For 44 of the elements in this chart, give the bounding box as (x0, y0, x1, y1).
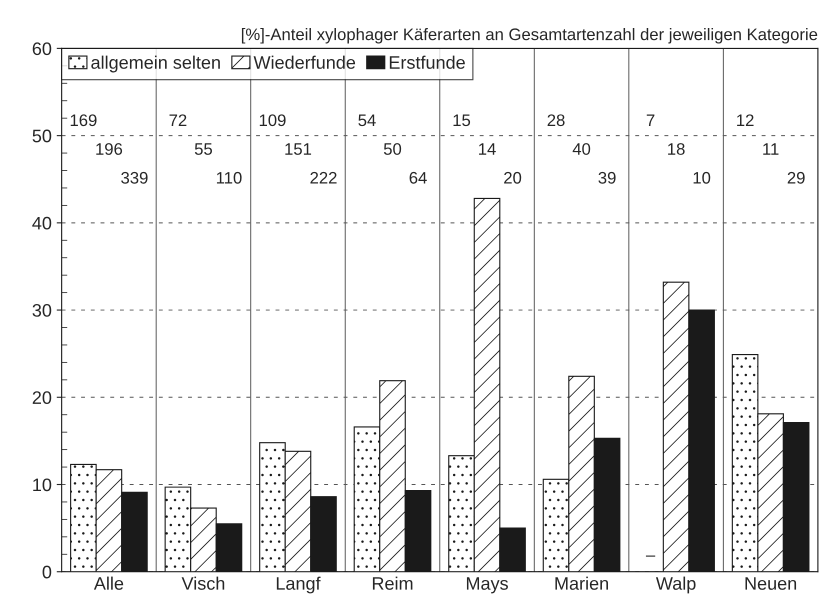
annotation: – (646, 556, 656, 557)
annotation: 109 (260, 114, 286, 126)
annotation: 196 (96, 143, 122, 155)
annotation: 12 (737, 114, 754, 126)
annotation: 28 (548, 114, 565, 126)
annotation: 40 (572, 143, 590, 155)
x-tick-label: Neuen (746, 577, 796, 590)
annotation: 20 (504, 172, 522, 184)
annotation: 7 (646, 114, 654, 126)
annotation: 222 (310, 172, 337, 184)
annotation: 55 (194, 143, 212, 155)
annotation: 29 (788, 172, 805, 184)
annotation: 10 (694, 172, 710, 184)
annotation: 50 (384, 143, 402, 155)
x-tick-label: Reim (372, 576, 412, 590)
x-tick-label: Walp (656, 576, 696, 594)
y-tick-label: 10 (33, 478, 52, 492)
y-tick-label: 40 (32, 216, 52, 230)
x-tick-label: Alle (94, 576, 124, 590)
y-tick-label: 0 (42, 566, 52, 578)
x-tick-label: Langf (276, 576, 321, 594)
annotation: 64 (410, 172, 427, 184)
y-tick-label: 30 (32, 304, 52, 317)
annotation: 54 (358, 114, 376, 126)
annotation: 339 (121, 172, 148, 184)
annotation: 151 (285, 143, 312, 155)
legend-label: Erstfunde (390, 56, 465, 69)
y-tick-label: 60 (32, 42, 52, 56)
x-tick-label: Mays (466, 577, 508, 594)
annotation: 18 (668, 143, 685, 155)
y-tick-label: 50 (32, 130, 52, 142)
annotation: 110 (216, 172, 242, 184)
annotation: 14 (479, 143, 496, 155)
y-tick-label: 20 (32, 391, 52, 404)
annotation: 39 (598, 172, 616, 184)
legend-label: Wiederfunde (254, 56, 356, 69)
annotation: 11 (763, 143, 778, 155)
annotation: 72 (170, 114, 186, 126)
annotation: 15 (454, 114, 470, 126)
annotation: 169 (70, 114, 97, 126)
chart-title: [%]-Anteil xylophager Käferarten an Gesamtartenzahl der jeweiligen Kategorie (242, 28, 818, 44)
legend-label: allgemein selten (91, 56, 220, 72)
x-tick-label: Marien (555, 576, 608, 590)
x-tick-label: Visch (182, 576, 224, 590)
